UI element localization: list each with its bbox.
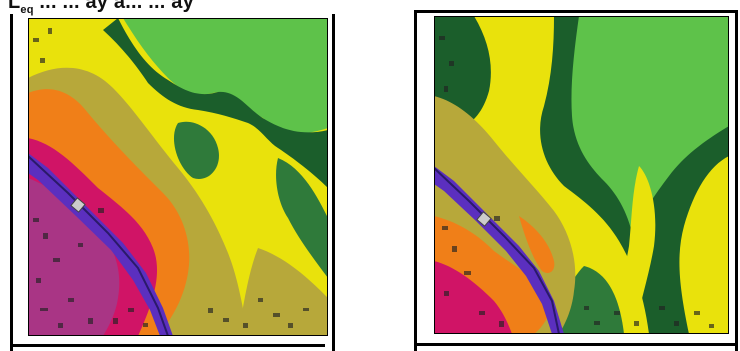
left-frame-line [10, 14, 13, 351]
mid-zone-2 [238, 248, 328, 336]
low-zone-3 [276, 158, 328, 278]
road-band [28, 153, 173, 336]
road-line [28, 155, 169, 336]
left-frame-bottom [10, 344, 325, 347]
right-panel-frame-right [735, 10, 738, 351]
road-band [434, 166, 564, 334]
low-zone [103, 18, 328, 188]
title-text: ... ... ay a... ... ay [33, 0, 194, 13]
buildings [33, 28, 309, 328]
noise-map-left [28, 18, 328, 336]
left-map-panel [10, 14, 335, 351]
high-zone-4 [519, 216, 555, 273]
figure-title: Leq ... ... ay a... ... ay [8, 0, 194, 16]
high-zone-3 [28, 178, 120, 336]
landmark [70, 197, 86, 213]
title-prefix: L [8, 0, 21, 13]
quiet-zone [123, 18, 328, 134]
high-zone-2 [434, 261, 512, 334]
road-line [434, 167, 560, 334]
low-zone-2 [173, 121, 219, 179]
title-subscript: eq [20, 4, 34, 16]
right-panel-frame-left [414, 10, 417, 351]
landmark [476, 211, 492, 227]
right-map-panel [414, 10, 738, 351]
noise-map-right [434, 16, 729, 334]
yellow-strip [609, 166, 656, 334]
quiet-zone [571, 16, 729, 241]
right-panel-frame-top [414, 10, 738, 13]
right-panel-frame-bottom [414, 343, 738, 346]
buildings [439, 36, 714, 328]
right-frame-line [332, 14, 335, 351]
